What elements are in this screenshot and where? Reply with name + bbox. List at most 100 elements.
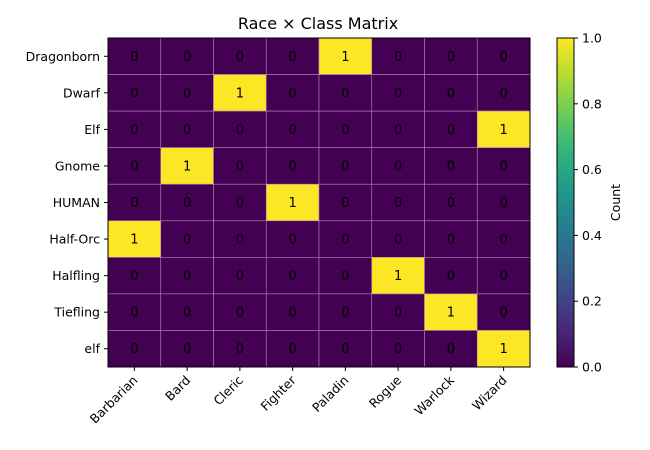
cell-value-label: 0	[130, 342, 138, 357]
cell-value-label: 0	[394, 159, 402, 174]
heatmap-cell	[318, 147, 373, 185]
heatmap-cell	[424, 183, 478, 222]
heatmap-cell	[318, 220, 373, 258]
cell-value-label: 0	[447, 196, 455, 211]
cell-value-label: 0	[447, 342, 455, 357]
cell-value-label: 0	[341, 86, 349, 101]
heatmap-cell	[318, 110, 373, 148]
x-tick-label: Cleric	[210, 372, 246, 408]
cell-value-label: 0	[447, 233, 455, 248]
cell-value-label: 0	[394, 196, 402, 211]
heatmap-cell	[424, 257, 478, 295]
cell-value-label: 0	[341, 233, 349, 248]
heatmap-cell	[318, 183, 373, 222]
heatmap-cell	[160, 74, 214, 112]
y-tick-labels: Dragonborn Dwarf Elf Gnome HUMAN Half-Orc Half…	[26, 49, 108, 356]
heatmap-cell	[107, 257, 162, 295]
cell-value-label: 1	[130, 233, 138, 248]
heatmap-cell	[371, 37, 425, 75]
heatmap-cell	[424, 220, 478, 258]
cell-value-label: 1	[499, 123, 507, 138]
chart-title: Race × Class Matrix	[238, 14, 398, 33]
colorbar-tick-label: 0.2	[582, 294, 602, 309]
heatmap-cell	[318, 257, 373, 295]
cell-value-label: 1	[394, 269, 402, 284]
cell-value-label: 0	[183, 86, 191, 101]
cell-value-label: 0	[394, 342, 402, 357]
cell-value-label: 1	[183, 159, 191, 174]
colorbar-gradient	[556, 37, 575, 368]
heatmap-cell	[318, 330, 373, 368]
cell-value-label: 1	[341, 50, 349, 65]
colorbar-tick-label: 0.6	[582, 162, 602, 177]
x-tick-label: Barbarian	[87, 373, 141, 427]
heatmap-cells: 0 0 0 0 1 0 0 0 0 0 1 0 0 0 0 0 0 0 0 0 0 0 0 1 0 1 0 0 0 0 0 0 0 0 0 1 0 0 0 0…	[107, 37, 531, 368]
cell-value-label: 0	[236, 269, 244, 284]
cell-value-label: 0	[236, 306, 244, 321]
heatmap-cell	[213, 147, 267, 185]
heatmap-cell	[476, 293, 531, 331]
cell-value-label: 1	[499, 342, 507, 357]
heatmap-cell	[476, 37, 531, 75]
x-tick-label: Paladin	[309, 373, 352, 416]
heatmap-cell	[476, 74, 531, 112]
cell-value-label: 0	[130, 306, 138, 321]
cell-value-label: 0	[288, 159, 296, 174]
cell-value-label: 0	[341, 123, 349, 138]
heatmap-cell	[476, 257, 531, 295]
x-tick-label: Wizard	[469, 373, 510, 414]
cell-value-label: 0	[236, 196, 244, 211]
x-tick-label: Fighter	[257, 372, 299, 414]
cell-value-label: 0	[183, 196, 191, 211]
colorbar-tick-label: 0.0	[582, 360, 602, 375]
heatmap-cell	[160, 330, 214, 368]
cell-value-label: 1	[288, 196, 296, 211]
cell-value-label: 0	[288, 233, 296, 248]
heatmap-cell	[476, 330, 531, 368]
cell-value-label: 0	[447, 159, 455, 174]
heatmap-cell	[371, 330, 425, 368]
cell-value-label: 0	[288, 50, 296, 65]
heatmap-cell	[371, 110, 425, 148]
cell-value-label: 0	[288, 269, 296, 284]
cell-value-label: 0	[394, 306, 402, 321]
heatmap-cell	[476, 220, 531, 258]
y-tick-label: Halfling	[52, 268, 100, 283]
cell-value-label: 0	[499, 233, 507, 248]
colorbar-tick-label: 0.4	[582, 228, 602, 243]
cell-value-label: 1	[447, 306, 455, 321]
heatmap-cell	[213, 330, 267, 368]
cell-value-label: 0	[499, 306, 507, 321]
x-tick-label: Rogue	[366, 372, 405, 411]
cell-value-label: 0	[447, 86, 455, 101]
y-tick-label: Tiefling	[53, 305, 100, 320]
y-tick-label: elf	[84, 341, 100, 356]
cell-value-label: 0	[130, 86, 138, 101]
cell-value-label: 0	[394, 233, 402, 248]
heatmap-cell	[160, 220, 214, 258]
heatmap-cell	[424, 147, 478, 185]
heatmap-cell	[160, 37, 214, 75]
heatmap-cell	[265, 330, 320, 368]
cell-value-label: 0	[236, 159, 244, 174]
cell-value-label: 0	[183, 306, 191, 321]
colorbar-tick-label: 0.8	[582, 96, 602, 111]
y-tick-label: Gnome	[55, 158, 100, 173]
cell-value-label: 0	[130, 269, 138, 284]
heatmap-cell	[160, 110, 214, 148]
heatmap-cell	[371, 74, 425, 112]
cell-value-label: 0	[236, 50, 244, 65]
cell-value-label: 0	[499, 269, 507, 284]
cell-value-label: 0	[183, 123, 191, 138]
y-tick-label: Half-Orc	[49, 232, 100, 247]
cell-value-label: 0	[288, 342, 296, 357]
heatmap-cell	[265, 183, 320, 222]
heatmap-cell	[265, 110, 320, 148]
heatmap-cell	[160, 257, 214, 295]
cell-value-label: 0	[499, 196, 507, 211]
heatmap-cell	[371, 257, 425, 295]
heatmap-cell	[371, 183, 425, 222]
heatmap-cell	[265, 74, 320, 112]
cell-value-label: 0	[236, 233, 244, 248]
cell-value-label: 0	[183, 269, 191, 284]
